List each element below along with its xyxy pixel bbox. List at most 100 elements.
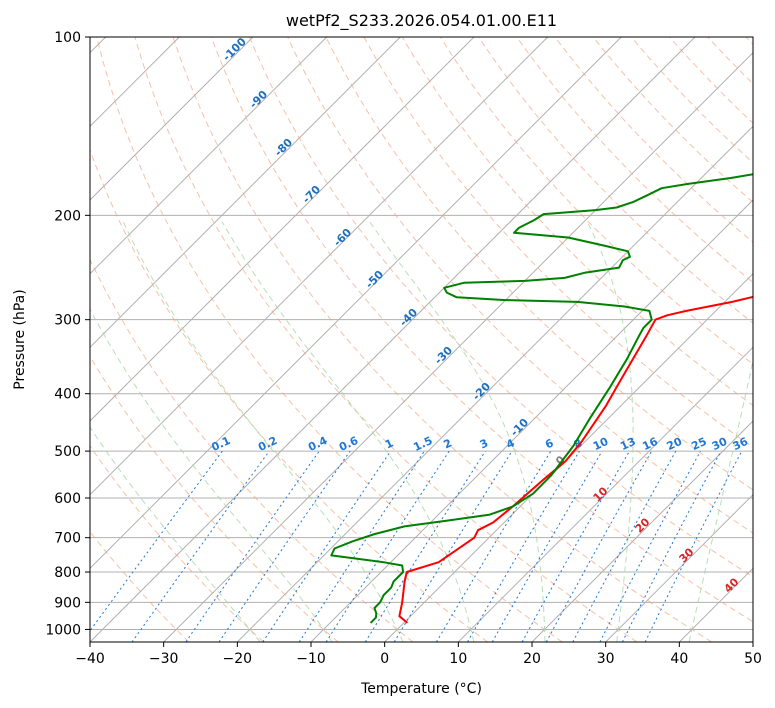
moist-adiabat-label: 10 <box>591 484 611 504</box>
mixing-ratio-label: 20 <box>665 435 685 453</box>
x-tick-label: −20 <box>223 651 253 667</box>
saturation-label: -70 <box>300 183 323 206</box>
dry-adiabat-line <box>745 37 753 46</box>
mixing-ratio-line <box>621 450 722 642</box>
dewpoint-profile <box>330 173 753 624</box>
isotherm-line <box>310 199 753 642</box>
isotherm-line <box>236 125 753 642</box>
dry-adiabat-line <box>210 37 753 623</box>
mixing-ratio-label: 25 <box>689 435 708 453</box>
y-tick-label: 300 <box>54 313 81 329</box>
mixing-ratio-label: 13 <box>618 435 637 453</box>
mixing-ratio-line <box>572 450 677 642</box>
mixing-ratio-line <box>262 450 392 642</box>
isotherm-line <box>90 37 401 349</box>
moist-adiabat-line <box>122 221 404 642</box>
mixing-ratio-label: 6 <box>543 436 556 451</box>
x-tick-label: 10 <box>449 651 467 667</box>
isotherm-line <box>163 51 753 642</box>
dry-adiabat-line <box>90 445 264 642</box>
dry-adiabat-line <box>90 531 190 642</box>
dry-adiabat-line <box>630 37 753 164</box>
saturation-label: -80 <box>272 136 295 159</box>
dry-adiabat-line <box>90 148 488 642</box>
x-tick-label: 30 <box>597 651 615 667</box>
mixing-ratio-label: 3 <box>478 436 490 451</box>
moist-adiabat-label: 20 <box>633 515 653 535</box>
dry-adiabat-line <box>707 37 753 85</box>
x-tick-label: −30 <box>149 651 179 667</box>
dry-adiabat-line <box>134 37 638 642</box>
dry-adiabat-line <box>401 37 753 406</box>
isotherm-line <box>90 37 254 201</box>
mixing-ratio-line <box>545 450 653 642</box>
background-annotations: 0.1 0.2 0.4 0.6 1 1.5 2 3 4 6 8 10 13 16 20 25 30 36-100-… <box>209 35 751 596</box>
y-tick-label: 200 <box>54 208 81 224</box>
saturation-label: -50 <box>363 268 386 291</box>
isotherm-line <box>90 37 696 642</box>
x-tick-label: −10 <box>296 651 326 667</box>
x-tick-label: 50 <box>744 651 762 667</box>
mixing-ratio-line <box>435 450 552 642</box>
mixing-ratio-line <box>467 450 580 642</box>
moist-adiabat-line <box>90 426 261 642</box>
mixing-ratio-line <box>599 450 701 642</box>
isotherm-line <box>90 37 622 570</box>
y-tick-label: 900 <box>54 595 81 611</box>
y-tick-label: 500 <box>54 444 81 460</box>
isotherm-line <box>605 493 753 642</box>
y-tick-label: 600 <box>54 491 81 507</box>
axis-ticks: −40 −30 −20 −10 0 10 20 30 40 50 100 200 300 400 500 60… <box>45 30 762 667</box>
x-tick-label: 0 <box>380 651 389 667</box>
mixing-ratio-label: 16 <box>640 435 660 453</box>
isotherm-line <box>678 567 753 642</box>
moist-adiabat-line <box>221 221 475 642</box>
mixing-ratio-line <box>644 450 743 642</box>
saturation-label: -10 <box>508 416 531 439</box>
mixing-ratio-label: 36 <box>731 435 751 453</box>
saturation-label: -100 <box>220 35 249 64</box>
dry-adiabat-line <box>516 37 753 284</box>
isotherm-line <box>384 272 753 642</box>
x-tick-label: 20 <box>523 651 541 667</box>
mixing-ratio-line <box>298 450 425 642</box>
background-lines <box>90 37 753 642</box>
isotherm-line <box>531 420 753 642</box>
chart-title: wetPf2_S233.2026.054.01.00.E11 <box>286 11 557 31</box>
mixing-ratio-line <box>364 450 486 642</box>
dry-adiabat-line <box>96 37 563 642</box>
saturation-label: -20 <box>470 380 493 403</box>
moist-adiabat-line <box>369 221 546 642</box>
isotherm-line <box>457 346 753 642</box>
temperature-profile <box>398 295 753 624</box>
y-tick-label: 700 <box>54 531 81 547</box>
mixing-ratio-line <box>185 450 320 642</box>
mixing-ratio-line <box>218 450 351 642</box>
dry-adiabat-line <box>90 355 339 642</box>
saturation-label: -90 <box>247 88 270 111</box>
dry-adiabat-line <box>249 37 753 578</box>
dry-adiabat-line <box>287 37 753 534</box>
dry-adiabat-line <box>325 37 753 491</box>
moist-adiabat-label: 30 <box>677 545 697 565</box>
y-tick-label: 1000 <box>45 622 81 638</box>
y-tick-label: 100 <box>54 30 81 46</box>
moist-adiabat-line <box>90 308 333 642</box>
moist-adiabat-label: 40 <box>722 575 742 595</box>
saturation-label: -40 <box>397 306 420 329</box>
mixing-ratio-label: 10 <box>591 435 611 453</box>
dry-adiabat-line <box>172 37 712 642</box>
mixing-ratio-label: 30 <box>710 435 730 453</box>
mixing-ratio-line <box>325 450 450 642</box>
mixing-ratio-line <box>131 450 270 642</box>
mixing-ratio-line <box>521 450 630 642</box>
dry-adiabat-line <box>478 37 753 324</box>
mixing-ratio-line <box>393 450 513 642</box>
mixing-ratio-line <box>90 450 223 632</box>
x-axis-title: Temperature (°C) <box>360 681 482 697</box>
profile-series <box>330 173 753 624</box>
mixing-ratio-line <box>491 450 603 642</box>
saturation-label: -30 <box>432 344 455 367</box>
mixing-ratio-label: 2 <box>442 436 454 451</box>
